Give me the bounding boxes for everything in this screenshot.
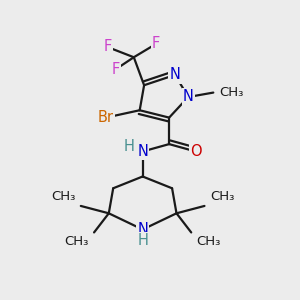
Text: CH₃: CH₃ <box>210 190 234 203</box>
Text: H: H <box>124 139 135 154</box>
Text: CH₃: CH₃ <box>196 236 221 248</box>
Text: N: N <box>183 89 194 104</box>
Text: Br: Br <box>98 110 114 125</box>
Text: O: O <box>190 144 202 159</box>
Text: N: N <box>137 222 148 237</box>
Text: N: N <box>169 68 181 82</box>
Text: F: F <box>103 39 111 54</box>
Text: CH₃: CH₃ <box>64 236 89 248</box>
Text: H: H <box>137 233 148 248</box>
Text: N: N <box>137 144 148 159</box>
Text: F: F <box>152 37 160 52</box>
Text: F: F <box>112 61 120 76</box>
Text: CH₃: CH₃ <box>51 190 76 203</box>
Text: CH₃: CH₃ <box>219 86 244 99</box>
